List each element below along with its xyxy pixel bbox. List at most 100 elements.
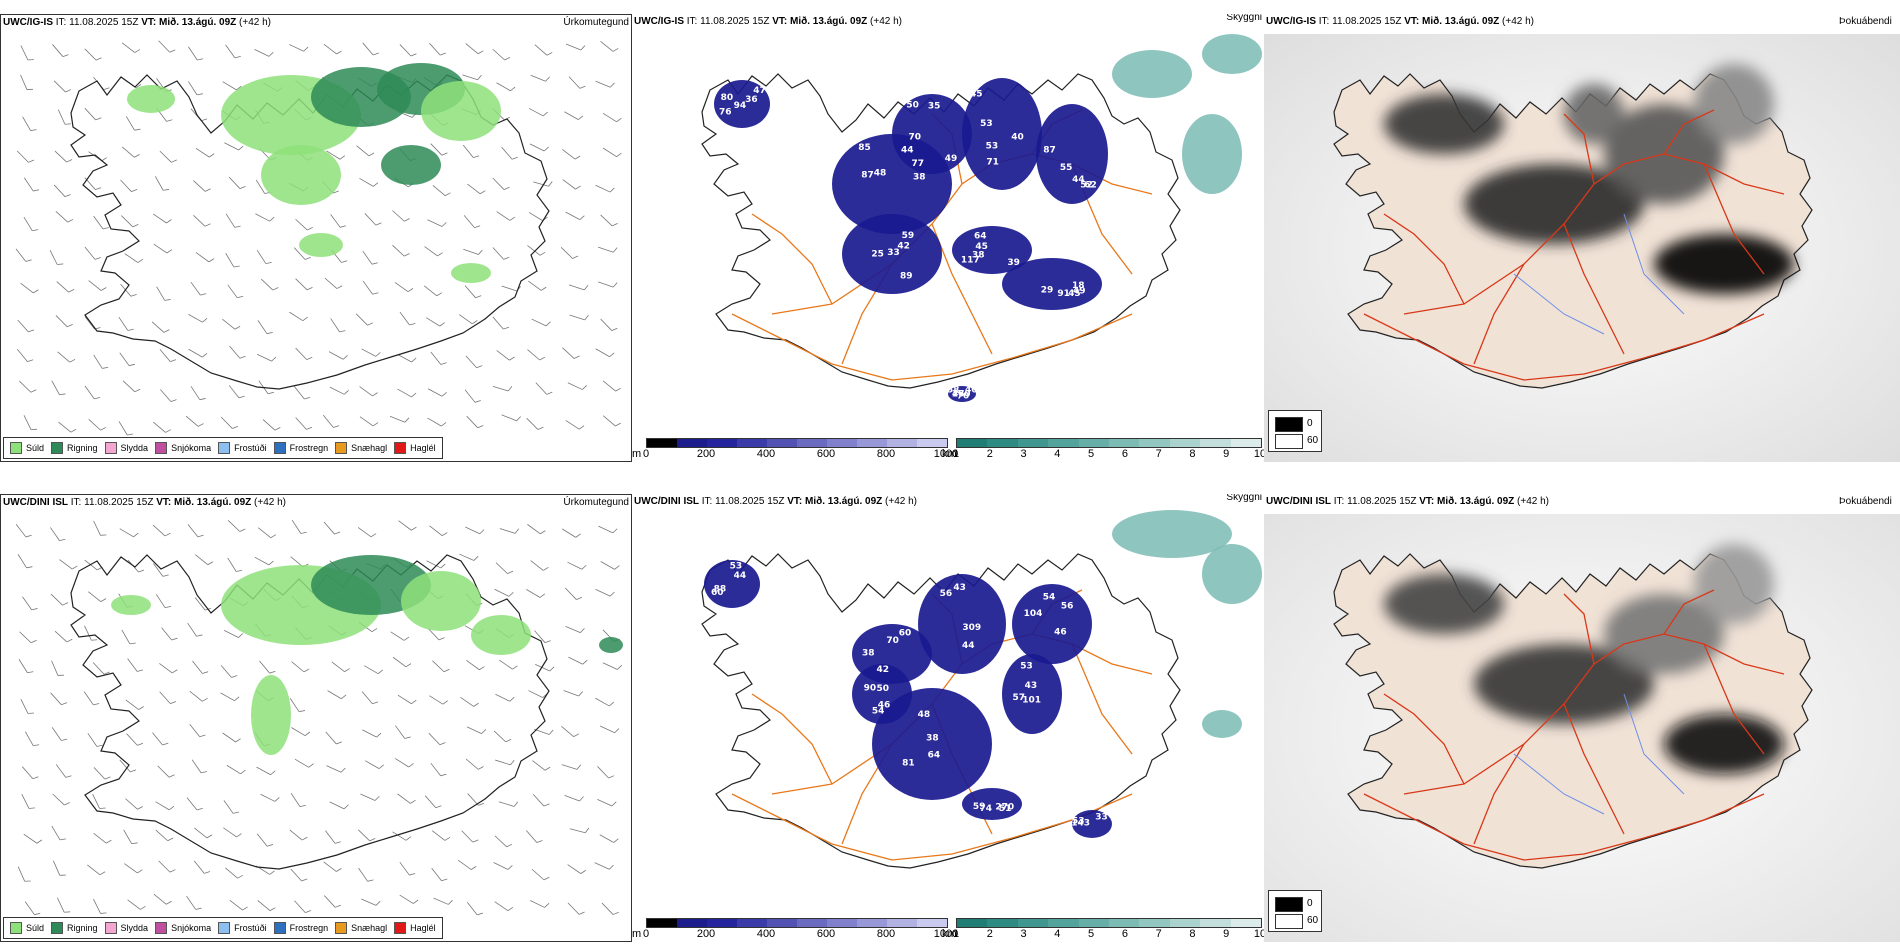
wind-barb-feather xyxy=(162,742,169,746)
wind-barb-feather xyxy=(306,286,313,291)
colorbar-segment xyxy=(737,439,767,447)
wind-barb-feather xyxy=(131,189,138,193)
wind-barb-feather xyxy=(61,738,68,741)
wind-barb-feather xyxy=(239,528,246,532)
wind-barb-feather xyxy=(196,807,203,811)
cloud-base-label: 55 xyxy=(1060,163,1073,173)
wind-barb xyxy=(289,311,304,322)
wind-barb xyxy=(57,351,71,363)
colorbar-segment xyxy=(797,439,827,447)
wind-barb-feather xyxy=(479,190,486,195)
wind-barb-feather xyxy=(240,769,246,775)
wind-barb xyxy=(52,793,65,806)
wind-barb xyxy=(187,622,197,637)
colorbar-segment xyxy=(1048,439,1079,447)
wind-barb xyxy=(220,692,235,702)
wind-barb-feather xyxy=(375,352,381,357)
wind-barb xyxy=(562,347,575,359)
cloud-base-label: 44 xyxy=(962,641,975,651)
wind-barb xyxy=(531,318,547,327)
cloud-base-label: 49 xyxy=(945,154,958,164)
wind-barb-feather xyxy=(613,838,619,843)
panel-name: Skyggni xyxy=(1226,494,1262,503)
legend-swatch xyxy=(218,442,231,454)
wind-barb-feather xyxy=(409,873,416,876)
wind-barb xyxy=(20,282,34,294)
wind-barb xyxy=(119,759,131,773)
wind-barb xyxy=(526,589,541,598)
wind-barb xyxy=(461,830,474,843)
colorbar-tick: 3 xyxy=(1020,448,1027,460)
precip-legend: Súld Rigning Slydda Snjókoma Frostúði Fr… xyxy=(3,917,443,939)
wind-barb-feather xyxy=(441,222,447,227)
wind-barb-feather xyxy=(409,323,416,326)
wind-barb xyxy=(260,793,276,802)
visibility-unit: km xyxy=(942,928,957,940)
cloud-base-label: 104 xyxy=(1024,609,1043,619)
wind-barb xyxy=(226,765,241,775)
precip-area xyxy=(299,233,343,257)
wind-barb-feather xyxy=(512,665,518,670)
wind-barb xyxy=(501,146,513,160)
wind-barb xyxy=(158,40,171,53)
wind-barb-feather xyxy=(202,697,208,702)
fog-legend-min: 0 xyxy=(1307,898,1313,909)
wind-barb xyxy=(126,733,138,746)
wind-barb xyxy=(159,691,171,704)
wind-barb-feather xyxy=(439,322,445,327)
wind-barb xyxy=(323,861,337,872)
precip-map xyxy=(15,40,622,436)
road xyxy=(731,313,1133,381)
wind-barb-feather xyxy=(405,663,412,668)
wind-barb xyxy=(24,901,35,915)
wind-barb xyxy=(602,662,618,670)
wind-barb-feather xyxy=(303,46,309,52)
wind-barb-feather xyxy=(611,801,617,807)
wind-barb xyxy=(527,349,540,361)
wind-barb xyxy=(23,833,38,844)
wind-barb xyxy=(229,899,243,911)
precip-areas xyxy=(127,63,501,283)
wind-barb xyxy=(22,596,33,611)
cloud-base-area xyxy=(1072,810,1112,838)
wind-barb-feather xyxy=(66,638,73,643)
wind-barb xyxy=(51,727,62,741)
wind-barb xyxy=(323,43,337,55)
wind-barb-feather xyxy=(30,639,37,644)
cloud-base-label: 43 xyxy=(1025,681,1038,691)
wind-barb-feather xyxy=(57,263,64,265)
precip-area xyxy=(401,571,481,631)
cloud-base-label: 35 xyxy=(928,101,941,111)
cloud-base-label: 18 xyxy=(1072,281,1085,291)
wind-barb-feather xyxy=(65,775,72,778)
wind-barb-feather xyxy=(404,736,411,739)
fog-legend-min: 0 xyxy=(1307,418,1313,429)
wind-barb-feather xyxy=(340,767,346,773)
wind-barb xyxy=(124,863,138,874)
wind-barb xyxy=(257,900,271,911)
wind-barb-feather xyxy=(377,669,384,674)
wind-barb xyxy=(59,559,73,570)
wind-barb xyxy=(528,280,542,291)
road xyxy=(1663,109,1715,155)
wind-barb xyxy=(87,733,98,747)
wind-barb-feather xyxy=(269,216,275,222)
wind-barb xyxy=(496,211,511,221)
wind-barb xyxy=(291,727,306,737)
wind-barb-feather xyxy=(539,251,546,256)
wind-barb-feather xyxy=(336,50,342,55)
wind-barb xyxy=(492,247,504,260)
legend-item: Rigning xyxy=(51,442,98,454)
wind-barb xyxy=(223,800,234,814)
wind-barb-feather xyxy=(478,249,483,255)
wind-barb xyxy=(364,213,377,226)
road-network xyxy=(1363,589,1785,861)
wind-barb xyxy=(325,731,337,745)
panel-name: Úrkomutegund xyxy=(563,497,629,508)
wind-barb-feather xyxy=(272,287,279,291)
wind-barb-feather xyxy=(238,145,244,151)
wind-barb-feather xyxy=(25,534,32,538)
wind-barb xyxy=(527,524,541,535)
wind-barb-feather xyxy=(31,608,38,611)
wind-barb-feather xyxy=(437,252,443,257)
